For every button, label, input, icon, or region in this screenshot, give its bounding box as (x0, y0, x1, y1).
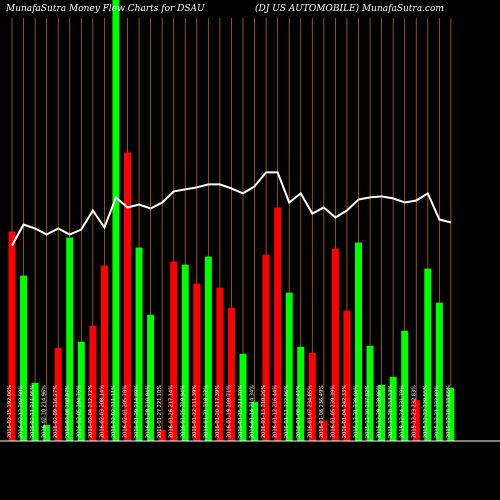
money-flow-bar (20, 275, 28, 441)
money-flow-bar (355, 242, 362, 441)
x-tick-label: 2016-02-02 211.11% (111, 385, 117, 438)
x-tick-label: 2016-01-15 211.70% (238, 385, 244, 438)
x-tick-label: 2016-02-15 192.06% (7, 385, 13, 438)
x-tick-label: 2016-01-20 217.39% (215, 385, 221, 438)
money-flow-bar (204, 256, 212, 441)
x-tick-label: 2016-02-04 212.72% (88, 385, 94, 438)
money-flow-bar (43, 424, 51, 441)
x-tick-label: 2016-02-05 204.76% (76, 385, 82, 438)
money-flow-bar (54, 347, 62, 441)
x-tick-label: 2015-12-21 232.80% (434, 385, 440, 438)
x-tick-label: 2016-01-27 221.10% (157, 385, 163, 438)
x-tick-label: 2016-01-12 216.44% (273, 385, 279, 438)
x-tick-label: 2015-12-31 239.04% (354, 385, 360, 438)
x-tick-label: 2015-12-22 229.55% (423, 385, 429, 438)
money-flow-bar (147, 314, 155, 441)
money-flow-bar (193, 283, 201, 441)
x-tick-label: 2016-01-08 222.41% (296, 385, 302, 438)
money-flow-bar (181, 264, 189, 441)
x-tick-label: 2016-01-07 234.85% (307, 385, 313, 438)
money-flow-bar (8, 231, 16, 441)
money-flow-bar (170, 261, 178, 441)
money-flow-bar (124, 152, 131, 441)
money-flow-bar (227, 307, 235, 441)
label-layer: 2016-02-15 192.06% 2016-02-12 202.90% 2016… (7, 385, 452, 438)
x-tick-label: 2016-01-26 217.14% (169, 385, 175, 438)
x-tick-label: 2015-12-28 233.33% (388, 385, 394, 438)
money-flow-bar (100, 265, 108, 441)
money-flow-bar (262, 254, 270, 441)
money-flow-bar (412, 399, 420, 441)
money-flow-bar (31, 382, 39, 441)
money-flow-bar (331, 248, 339, 441)
price-line (11, 171, 452, 247)
money-flow-bar (401, 330, 409, 441)
money-flow-bar (66, 237, 74, 441)
money-flow-bar (366, 345, 374, 441)
money-flow-bar (274, 207, 282, 441)
money-flow-bar (389, 376, 397, 441)
money-flow-bar (216, 287, 224, 441)
money-flow-bar (447, 387, 455, 441)
x-tick-label: 2016-02-10 214.96% (42, 385, 48, 438)
money-flow-bar (343, 310, 351, 441)
x-tick-label: 2016-02-03 208.14% (99, 385, 105, 438)
x-tick-label: 2016-02-01 205.78% (123, 385, 129, 438)
money-flow-bar (112, 0, 120, 441)
x-tick-label: 2016-02-08 208.97% (65, 385, 71, 438)
x-tick-label: 2016-01-25 219.94% (180, 385, 186, 438)
x-tick-label: 2016-02-09 216.27% (53, 385, 59, 438)
money-flow-bar (320, 420, 328, 441)
money-flow-bar (135, 247, 143, 441)
money-flow-bar (77, 341, 85, 441)
money-flow-bar (285, 292, 293, 441)
x-tick-label: 2016-01-22 211.39% (192, 385, 198, 438)
x-tick-label: 2016-01-11 222.96% (284, 385, 290, 438)
x-tick-label: 2015-12-23 232.83% (411, 385, 417, 438)
money-flow-bar (378, 384, 386, 441)
money-flow-bar (308, 352, 316, 441)
money-flow-bar (424, 268, 432, 441)
x-tick-label: 2015-12-30 237.82% (365, 385, 371, 438)
x-tick-label: 2016-01-28 210.04% (146, 385, 152, 438)
money-flow-bar (435, 302, 443, 441)
money-flow-bar (251, 401, 259, 441)
x-tick-label: 2016-01-29 214.89% (134, 385, 140, 438)
money-flow-bar (297, 346, 305, 441)
x-tick-label: 2016-02-12 202.90% (19, 385, 25, 438)
x-tick-label: 2016-02-11 211.95% (30, 385, 36, 438)
x-tick-label: 2016-01-06 236.49% (319, 385, 325, 438)
x-tick-label: 2016-01-13 210.26% (261, 385, 267, 438)
x-tick-label: 2015-12-24 231.79% (400, 385, 406, 438)
x-tick-label: 2016-01-04 242.33% (342, 385, 348, 438)
money-flow-bar (89, 325, 97, 441)
x-tick-label: 2016-01-21 218.32% (203, 385, 209, 438)
x-tick-label: 2016-01-19 209.71% (226, 385, 232, 438)
money-flow-bar (158, 429, 166, 441)
x-tick-label: 2016-01-05 239.39% (330, 385, 336, 438)
money-flow-bar (239, 353, 247, 441)
x-tick-label: 2015-12-18 233.65% (446, 385, 452, 438)
x-tick-label: 2015-12-29 238.96% (377, 385, 383, 438)
chart-title-left: MunafaSutra Money Flow Charts for DSAU (6, 4, 205, 14)
x-tick-label: 2016-01-14 214.34% (250, 385, 256, 438)
bar-layer (8, 0, 455, 441)
chart-title-right: (DJ US AUTOMOBILE) MunafaSutra.com (255, 4, 444, 14)
